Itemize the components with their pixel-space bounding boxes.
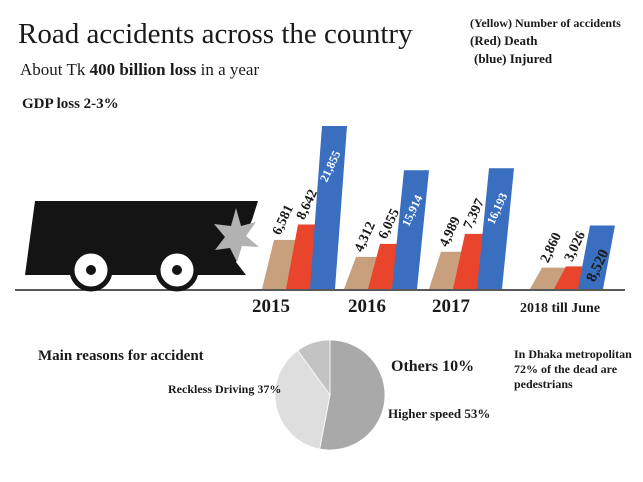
pie-slice-speed xyxy=(319,339,386,451)
subtitle-prefix: About Tk xyxy=(20,60,90,79)
category-label-2: 2017 xyxy=(432,296,471,317)
bar-label-accidents-1: 4,312 xyxy=(352,220,379,255)
bar-label-accidents-3: 2,860 xyxy=(538,230,565,265)
truck-illustration xyxy=(25,201,259,292)
pie-slice-reckless xyxy=(274,349,331,450)
pie-label-reckless: Reckless Driving 37% xyxy=(168,382,282,396)
pie-chart xyxy=(274,339,386,451)
category-label-3: 2018 till June xyxy=(520,301,600,316)
legend: (Yellow) Number of accidents (Red) Death… xyxy=(470,14,621,68)
crash-burst-icon xyxy=(214,208,259,262)
bar-injured-1 xyxy=(392,170,429,289)
truck-body xyxy=(25,201,258,275)
subtitle: About Tk 400 billion loss in a year xyxy=(20,60,259,80)
bar-injured-0 xyxy=(310,125,347,289)
category-label-1: 2016 xyxy=(348,296,386,317)
bar-injured-3 xyxy=(578,225,615,289)
category-label-0: 2015 xyxy=(252,296,290,317)
gdp-loss-note: GDP loss 2-3% xyxy=(22,96,119,112)
subtitle-bold: 400 billion loss xyxy=(89,60,197,79)
pie-label-others: Others 10% xyxy=(391,358,475,375)
pie-title: Main reasons for accident xyxy=(38,348,204,364)
legend-accidents: (Yellow) Number of accidents xyxy=(470,16,621,30)
bar-injured-2 xyxy=(477,168,514,289)
bar-label-accidents-2: 4,989 xyxy=(437,215,464,250)
subtitle-suffix: in a year xyxy=(196,60,260,79)
pie-label-speed: Higher speed 53% xyxy=(388,406,491,421)
chart-title: Road accidents across the country xyxy=(18,18,413,50)
legend-death: (Red) Death xyxy=(470,33,538,48)
pie-slice-others xyxy=(297,339,331,397)
dhaka-note: In Dhaka metropolitan 72% of the dead ar… xyxy=(514,347,632,391)
bar-label-accidents-0: 6,581 xyxy=(270,203,297,238)
legend-injured: (blue) Injured xyxy=(474,51,553,66)
truck-wheel-right-hub xyxy=(172,265,182,275)
truck-wheel-left-hub xyxy=(86,265,96,275)
